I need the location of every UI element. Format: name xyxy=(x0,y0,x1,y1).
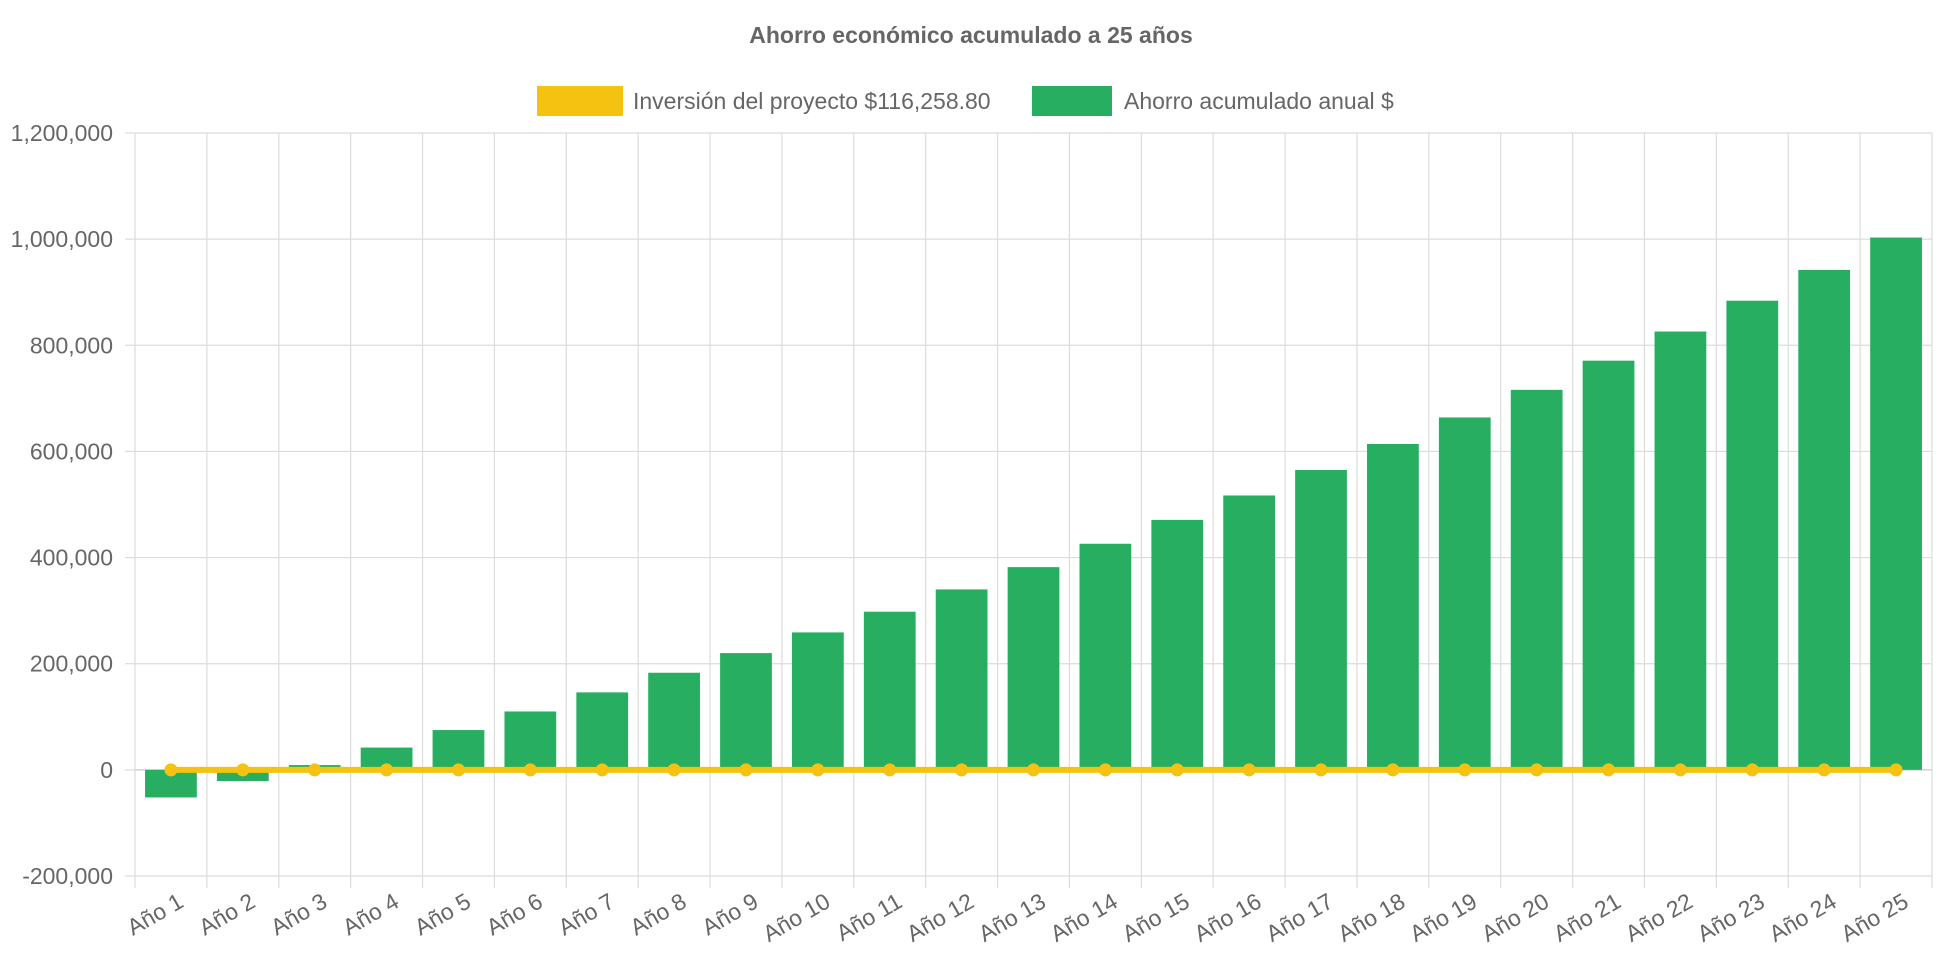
bar-16[interactable] xyxy=(1223,495,1276,770)
bar-9[interactable] xyxy=(720,653,772,770)
y-tick-label: 600,000 xyxy=(30,438,113,464)
investment-point-16[interactable] xyxy=(1242,763,1256,777)
investment-point-8[interactable] xyxy=(667,763,681,777)
investment-point-23[interactable] xyxy=(1745,763,1759,777)
bar-21[interactable] xyxy=(1582,360,1635,770)
investment-point-9[interactable] xyxy=(739,763,753,777)
investment-point-1[interactable] xyxy=(164,763,178,777)
x-tick-label: Año 14 xyxy=(1046,888,1122,947)
legend-swatch-savings[interactable] xyxy=(1032,86,1112,116)
bar-24[interactable] xyxy=(1798,269,1851,770)
x-tick-label: Año 10 xyxy=(758,888,834,947)
x-tick-label: Año 6 xyxy=(482,888,547,941)
investment-point-14[interactable] xyxy=(1098,763,1112,777)
x-tick-label: Año 20 xyxy=(1477,888,1553,947)
investment-point-20[interactable] xyxy=(1530,763,1544,777)
bar-19[interactable] xyxy=(1438,417,1491,770)
x-tick-label: Año 22 xyxy=(1621,888,1697,947)
x-tick-label: Año 3 xyxy=(266,888,331,941)
investment-point-15[interactable] xyxy=(1170,763,1184,777)
x-tick-label: Año 18 xyxy=(1333,888,1409,947)
x-tick-label: Año 11 xyxy=(832,888,907,946)
bar-5[interactable] xyxy=(432,730,485,770)
bar-25[interactable] xyxy=(1870,237,1922,770)
bar-8[interactable] xyxy=(648,672,700,770)
investment-point-6[interactable] xyxy=(523,763,537,777)
x-tick-label: Año 2 xyxy=(194,888,259,941)
bar-6[interactable] xyxy=(504,711,557,770)
investment-point-4[interactable] xyxy=(380,763,394,777)
x-axis: Año 1 Año 2 Año 3 Año 4 Año 5 Año 6 Año 7 Año 8… xyxy=(122,888,1912,947)
x-tick-label: Año 13 xyxy=(974,888,1050,947)
y-axis: 1,200,000 1,000,000 800,000 600,000 400,000 2… xyxy=(11,120,113,889)
investment-point-3[interactable] xyxy=(308,763,322,777)
bar-17[interactable] xyxy=(1295,470,1347,770)
x-tick-label: Año 25 xyxy=(1836,888,1912,947)
y-tick-label: 400,000 xyxy=(30,545,113,571)
x-tick-label: Año 4 xyxy=(338,888,403,941)
investment-point-21[interactable] xyxy=(1602,763,1616,777)
x-tick-label: Año 5 xyxy=(410,888,475,941)
x-tick-label: Año 15 xyxy=(1118,888,1194,947)
bar-22[interactable] xyxy=(1654,331,1707,770)
investment-point-25[interactable] xyxy=(1889,763,1903,777)
line-series xyxy=(164,763,1903,777)
x-tick-label: Año 9 xyxy=(697,888,762,941)
x-tick-label: Año 7 xyxy=(554,888,619,941)
y-tick-label: -200,000 xyxy=(22,863,113,889)
investment-point-17[interactable] xyxy=(1314,763,1328,777)
legend: Inversión del proyecto $116,258.80 Ahorr… xyxy=(537,86,1394,116)
x-tick-label: Año 1 xyxy=(122,888,187,941)
investment-point-19[interactable] xyxy=(1458,763,1472,777)
bar-10[interactable] xyxy=(791,632,844,770)
investment-point-18[interactable] xyxy=(1386,763,1400,777)
bar-23[interactable] xyxy=(1726,300,1779,770)
legend-label-investment[interactable]: Inversión del proyecto $116,258.80 xyxy=(633,88,991,114)
x-tick-label: Año 17 xyxy=(1261,888,1337,947)
bar-series xyxy=(145,237,1922,798)
y-tick-label: 800,000 xyxy=(30,332,113,358)
y-tick-label: 200,000 xyxy=(30,651,113,677)
x-tick-label: Año 12 xyxy=(902,888,978,947)
bar-14[interactable] xyxy=(1079,543,1132,770)
x-tick-label: Año 23 xyxy=(1693,888,1769,947)
bar-18[interactable] xyxy=(1367,443,1419,770)
investment-point-24[interactable] xyxy=(1817,763,1831,777)
legend-label-savings[interactable]: Ahorro acumulado anual $ xyxy=(1124,88,1394,114)
investment-point-12[interactable] xyxy=(955,763,969,777)
investment-point-2[interactable] xyxy=(236,763,250,777)
investment-point-7[interactable] xyxy=(595,763,609,777)
legend-swatch-investment[interactable] xyxy=(537,86,623,116)
investment-point-5[interactable] xyxy=(451,763,465,777)
x-tick-label: Año 19 xyxy=(1405,888,1481,947)
bar-15[interactable] xyxy=(1151,519,1204,770)
x-tick-label: Año 21 xyxy=(1549,888,1625,947)
x-tick-label: Año 24 xyxy=(1765,888,1841,947)
investment-point-10[interactable] xyxy=(811,763,825,777)
bar-11[interactable] xyxy=(863,611,916,770)
chart-title: Ahorro económico acumulado a 25 años xyxy=(749,22,1193,48)
bar-20[interactable] xyxy=(1510,389,1563,770)
x-tick-label: Año 16 xyxy=(1190,888,1266,947)
investment-point-22[interactable] xyxy=(1673,763,1687,777)
y-tick-label: 0 xyxy=(100,757,113,783)
y-tick-label: 1,000,000 xyxy=(11,226,113,252)
bar-13[interactable] xyxy=(1007,567,1060,770)
investment-point-13[interactable] xyxy=(1027,763,1040,777)
x-tick-label: Año 8 xyxy=(626,888,691,941)
y-tick-label: 1,200,000 xyxy=(11,120,113,146)
bar-4[interactable] xyxy=(360,747,413,770)
bar-7[interactable] xyxy=(576,692,629,770)
bar-12[interactable] xyxy=(935,589,988,770)
investment-point-11[interactable] xyxy=(883,763,897,777)
